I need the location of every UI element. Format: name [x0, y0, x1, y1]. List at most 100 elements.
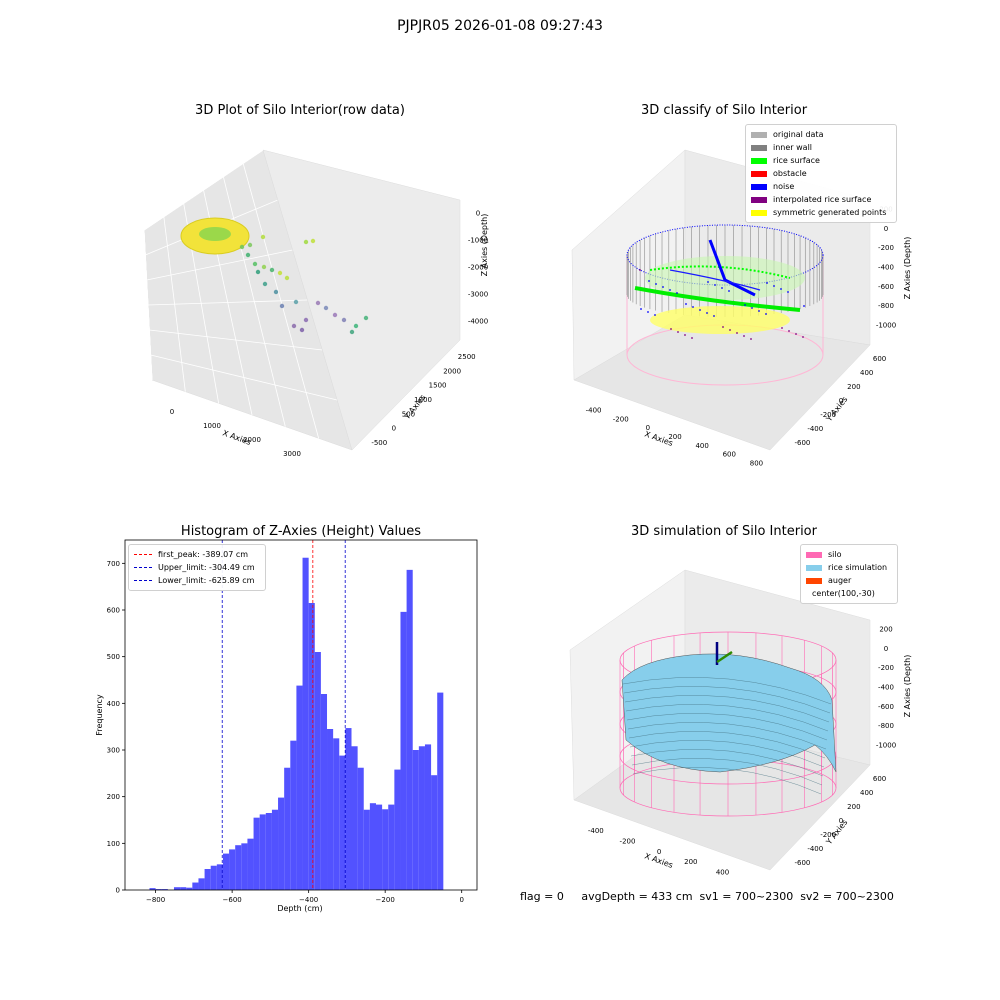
histogram-bar	[400, 611, 407, 890]
x-tick-label: −400	[299, 896, 318, 904]
legend-label: rice surface	[773, 156, 820, 165]
histogram-bar	[229, 849, 236, 890]
legend-label: inner wall	[773, 143, 813, 152]
scatter-dot	[654, 314, 656, 316]
scatter-dot	[744, 304, 746, 306]
data-point	[353, 323, 359, 329]
z-tick-label: -600	[878, 283, 894, 291]
legend-label: Upper_limit: -304.49 cm	[158, 563, 255, 572]
legend-label: rice simulation	[828, 563, 888, 572]
status-line: flag = 0 avgDepth = 433 cm sv1 = 700~230…	[520, 890, 894, 903]
histogram-bar	[235, 845, 242, 890]
legend-entry: original data	[751, 128, 891, 141]
scatter-dot	[729, 329, 731, 331]
scatter-dot	[692, 306, 694, 308]
legend-label: first_peak: -389.07 cm	[158, 550, 249, 559]
legend-swatch	[751, 196, 767, 203]
z-tick-label: -1000	[468, 237, 488, 245]
x-tick-label: −200	[376, 896, 395, 904]
legend-entry: rice surface	[751, 154, 891, 167]
x-tick-label: -200	[620, 838, 636, 846]
histogram-bar	[333, 738, 340, 890]
legend-label: original data	[773, 130, 824, 139]
histogram-bar	[327, 729, 334, 890]
surface-mesh-line	[622, 677, 832, 705]
legend-label: auger	[828, 576, 852, 585]
histogram-bar	[406, 569, 413, 890]
data-point	[341, 317, 347, 323]
scatter-dot	[743, 335, 745, 337]
legend-swatch	[751, 157, 767, 164]
panel1-xlabel: X Axies	[221, 428, 252, 447]
panel4-title: 3D simulation of Silo Interior	[631, 524, 817, 539]
histogram-bar	[424, 744, 432, 890]
histogram-bar	[351, 746, 358, 890]
histogram-bar	[302, 557, 309, 890]
y-tick-label: 100	[107, 840, 120, 848]
panel3-legend: first_peak: -389.07 cm Upper_limit: -304.…	[128, 544, 266, 591]
y-tick-label: 600	[873, 355, 886, 363]
z-tick-label: -600	[878, 703, 894, 711]
panel3-histogram: −800 −600 −400 −200 00100200300400500600700 …	[95, 539, 478, 913]
data-point	[269, 267, 275, 273]
scatter-dot	[795, 333, 797, 335]
legend-label: center(100,-30)	[812, 589, 875, 598]
surface-mesh-line	[629, 740, 825, 768]
legend-entry: center(100,-30)	[806, 587, 892, 600]
histogram-bar	[363, 809, 370, 890]
histogram-bar	[204, 869, 211, 890]
legend-line	[134, 554, 152, 555]
surface-mesh-line	[625, 704, 829, 732]
legend-swatch	[806, 551, 822, 558]
legend-entry: obstacle	[751, 167, 891, 180]
surface-mesh-line	[631, 758, 823, 786]
y-tick-label: -500	[371, 439, 387, 447]
panel1-3d-scatter: 01000200030004000-5000500100015002000250…	[143, 149, 489, 458]
data-point	[284, 275, 290, 281]
z-tick-label: -1000	[876, 321, 896, 329]
figure-title: PJPJR05 2026-01-08 09:27:43	[397, 18, 603, 34]
y-tick-label: 0	[839, 397, 843, 405]
y-tick-label: -200	[820, 831, 836, 839]
scatter-dot	[736, 332, 738, 334]
surface-mesh-line	[627, 722, 827, 750]
legend-entry: inner wall	[751, 141, 891, 154]
legend-swatch	[806, 564, 822, 571]
y-tick-label: 1500	[429, 382, 447, 390]
z-tick-label: -400	[878, 684, 894, 692]
panel2-legend: original data inner wall rice surface obsta…	[745, 124, 897, 223]
data-point	[262, 281, 268, 287]
y-tick-label: 600	[873, 775, 886, 783]
legend-label: obstacle	[773, 169, 807, 178]
data-point	[247, 242, 253, 248]
histogram-bar	[241, 843, 248, 890]
x-tick-label: 0	[170, 408, 174, 416]
scatter-dot	[670, 328, 672, 330]
x-tick-label: 0	[657, 848, 661, 856]
surface-mesh-line	[623, 686, 831, 714]
y-tick-label: 200	[847, 803, 860, 811]
legend-entry: auger	[806, 574, 892, 587]
legend-label: symmetric generated points	[773, 208, 887, 217]
plot-frame	[124, 539, 478, 891]
legend-label: silo	[828, 550, 842, 559]
histogram-bar	[314, 652, 321, 890]
pane-right	[262, 149, 461, 451]
scatter-dot	[676, 292, 678, 294]
panel2-title: 3D classify of Silo Interior	[640, 103, 808, 118]
legend-entry: noise	[751, 180, 891, 193]
x-tick-label: 200	[668, 433, 681, 441]
z-tick-label: -200	[878, 664, 894, 672]
legend-entry: symmetric generated points	[751, 206, 891, 219]
histogram-bar	[290, 740, 297, 890]
legend-swatch	[751, 209, 767, 216]
legend-entry: Upper_limit: -304.49 cm	[134, 561, 260, 574]
histogram-bar	[173, 887, 181, 890]
panel3-title: Histogram of Z-Axies (Height) Values	[180, 524, 422, 539]
x-tick-label: 600	[747, 879, 760, 880]
symmetric-points	[650, 306, 790, 334]
histogram-bar	[161, 889, 168, 890]
x-tick-label: -400	[588, 827, 604, 835]
y-tick-label: -400	[807, 845, 823, 853]
auger-arm	[716, 650, 733, 664]
